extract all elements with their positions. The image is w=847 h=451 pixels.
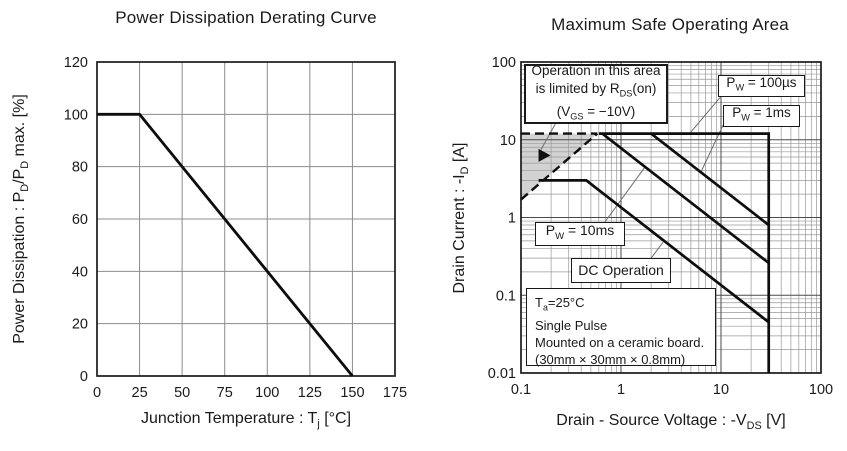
- svg-text:40: 40: [72, 264, 88, 280]
- svg-text:10: 10: [713, 382, 729, 398]
- left-x-axis-label: Junction Temperature : Tj [°C]: [140, 410, 352, 431]
- rds-on-limit-note-line3: (VGS = −10V): [556, 103, 636, 122]
- svg-text:50: 50: [174, 385, 190, 401]
- rds-on-limit-note-box: Operation in this area is limited by RDS…: [524, 63, 668, 124]
- right-x-axis-label: Drain - Source Voltage : -VDS [V]: [556, 412, 786, 433]
- svg-text:125: 125: [298, 385, 322, 401]
- pw-100us-label-box: PW = 100µs: [718, 75, 805, 97]
- rds-on-limit-note-line2: is limited by RDS(on): [535, 80, 657, 99]
- svg-text:150: 150: [340, 385, 364, 401]
- soa-chart-panel: 0.1 1 10 100 100 10 1 0.1 0.01 Maximum Safe Oper…: [424, 0, 847, 451]
- svg-text:0: 0: [93, 385, 101, 401]
- svg-text:0.01: 0.01: [488, 366, 516, 382]
- rds-on-limit-note-line1: Operation in this area: [531, 63, 661, 79]
- svg-text:0.1: 0.1: [496, 288, 516, 304]
- right-y-axis-label: Drain Current : -ID [A]: [450, 142, 472, 294]
- test-conditions-box: Ta=25°C Single Pulse Mounted on a cerami…: [526, 288, 716, 367]
- svg-text:100: 100: [492, 55, 516, 71]
- svg-text:100: 100: [809, 382, 833, 398]
- svg-text:0.1: 0.1: [511, 382, 531, 398]
- pw-10ms-label-box: PW = 10ms: [535, 222, 625, 246]
- svg-text:100: 100: [255, 385, 279, 401]
- right-chart-title: Maximum Safe Operating Area: [551, 15, 789, 34]
- svg-text:1: 1: [508, 211, 516, 227]
- svg-text:60: 60: [72, 212, 88, 228]
- left-y-axis-label: Power Dissipation : PD/PD max. [%]: [10, 94, 32, 344]
- left-chart-svg: 0 25 50 75 100 125 150 175 0 20 40 60 80 100 120: [64, 55, 407, 401]
- svg-text:75: 75: [217, 385, 233, 401]
- pw-1ms-label-box: PW = 1ms: [723, 105, 800, 127]
- svg-text:10: 10: [500, 133, 516, 149]
- condition-temperature: Ta=25°C: [535, 295, 585, 313]
- svg-text:80: 80: [72, 160, 88, 176]
- svg-text:20: 20: [72, 317, 88, 333]
- svg-text:175: 175: [383, 385, 407, 401]
- dc-operation-label-box: DC Operation: [571, 258, 671, 283]
- derating-chart-panel: 0 25 50 75 100 125 150 175 0 20 40 60 80 100 120 Power…: [10, 8, 407, 430]
- condition-board-size: (30mm × 30mm × 0.8mm): [535, 351, 686, 367]
- condition-mounting: Mounted on a ceramic board.: [535, 334, 705, 350]
- left-chart-title: Power Dissipation Derating Curve: [115, 8, 377, 27]
- svg-text:120: 120: [64, 55, 88, 71]
- svg-text:1: 1: [617, 382, 625, 398]
- svg-text:0: 0: [80, 369, 88, 385]
- svg-text:100: 100: [64, 107, 88, 123]
- svg-text:25: 25: [132, 385, 148, 401]
- condition-pulse: Single Pulse: [535, 317, 608, 333]
